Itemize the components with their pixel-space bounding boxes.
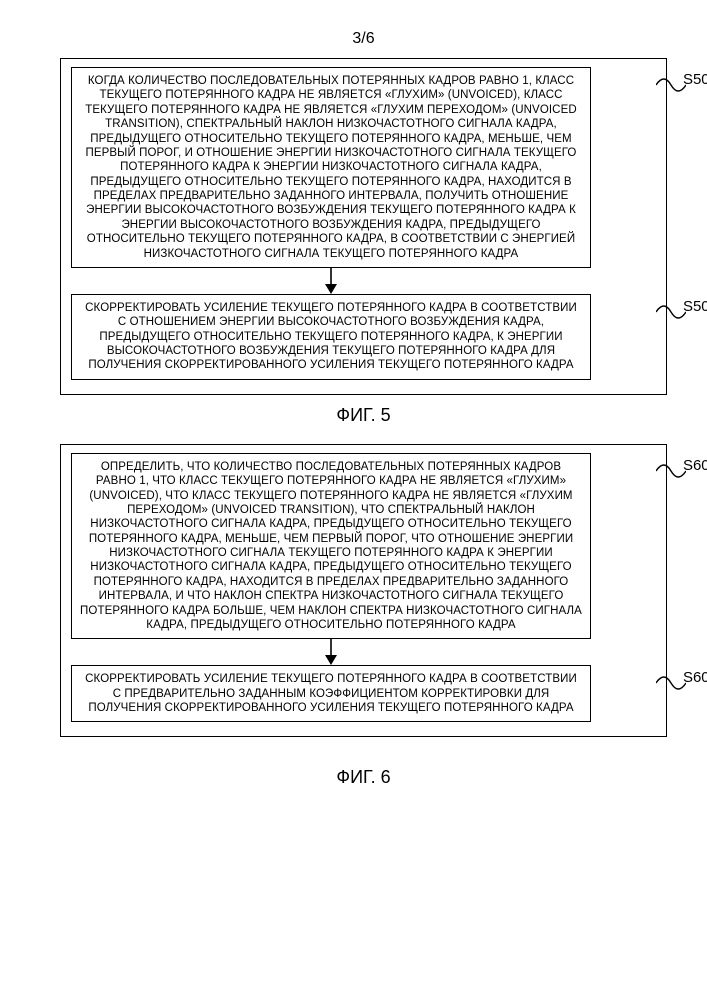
figure-6-caption: ФИГ. 6 xyxy=(60,767,667,788)
arrow-down-icon xyxy=(321,639,341,665)
arrow-s601-s602 xyxy=(71,639,591,665)
step-box-s602: СКОРРЕКТИРОВАТЬ УСИЛЕНИЕ ТЕКУЩЕГО ПОТЕРЯ… xyxy=(71,665,591,722)
arrow-down-icon xyxy=(321,268,341,294)
step-box-s502: СКОРРЕКТИРОВАТЬ УСИЛЕНИЕ ТЕКУЩЕГО ПОТЕРЯ… xyxy=(71,294,591,380)
step-row-s502: СКОРРЕКТИРОВАТЬ УСИЛЕНИЕ ТЕКУЩЕГО ПОТЕРЯ… xyxy=(71,294,656,380)
step-box-s601: ОПРЕДЕЛИТЬ, ЧТО КОЛИЧЕСТВО ПОСЛЕДОВАТЕЛЬ… xyxy=(71,453,591,640)
figure-5-frame: КОГДА КОЛИЧЕСТВО ПОСЛЕДОВАТЕЛЬНЫХ ПОТЕРЯ… xyxy=(60,58,667,395)
connector-curve-icon xyxy=(656,300,686,330)
step-label-s602: S602 xyxy=(683,669,707,686)
page-number: 3/6 xyxy=(60,30,667,48)
connector-curve-icon xyxy=(656,671,686,701)
step-row-s601: ОПРЕДЕЛИТЬ, ЧТО КОЛИЧЕСТВО ПОСЛЕДОВАТЕЛЬ… xyxy=(71,453,656,640)
step-row-s602: СКОРРЕКТИРОВАТЬ УСИЛЕНИЕ ТЕКУЩЕГО ПОТЕРЯ… xyxy=(71,665,656,722)
page: 3/6 КОГДА КОЛИЧЕСТВО ПОСЛЕДОВАТЕЛЬНЫХ ПО… xyxy=(0,0,707,1000)
step-row-s501: КОГДА КОЛИЧЕСТВО ПОСЛЕДОВАТЕЛЬНЫХ ПОТЕРЯ… xyxy=(71,67,656,268)
step-label-s501: S501 xyxy=(683,71,707,88)
connector-curve-icon xyxy=(656,459,686,489)
figure-5-caption: ФИГ. 5 xyxy=(60,405,667,426)
arrow-s501-s502 xyxy=(71,268,591,294)
step-label-s601: S601 xyxy=(683,457,707,474)
figure-6-frame: ОПРЕДЕЛИТЬ, ЧТО КОЛИЧЕСТВО ПОСЛЕДОВАТЕЛЬ… xyxy=(60,444,667,738)
connector-curve-icon xyxy=(656,73,686,103)
step-label-s502: S502 xyxy=(683,298,707,315)
step-box-s501: КОГДА КОЛИЧЕСТВО ПОСЛЕДОВАТЕЛЬНЫХ ПОТЕРЯ… xyxy=(71,67,591,268)
